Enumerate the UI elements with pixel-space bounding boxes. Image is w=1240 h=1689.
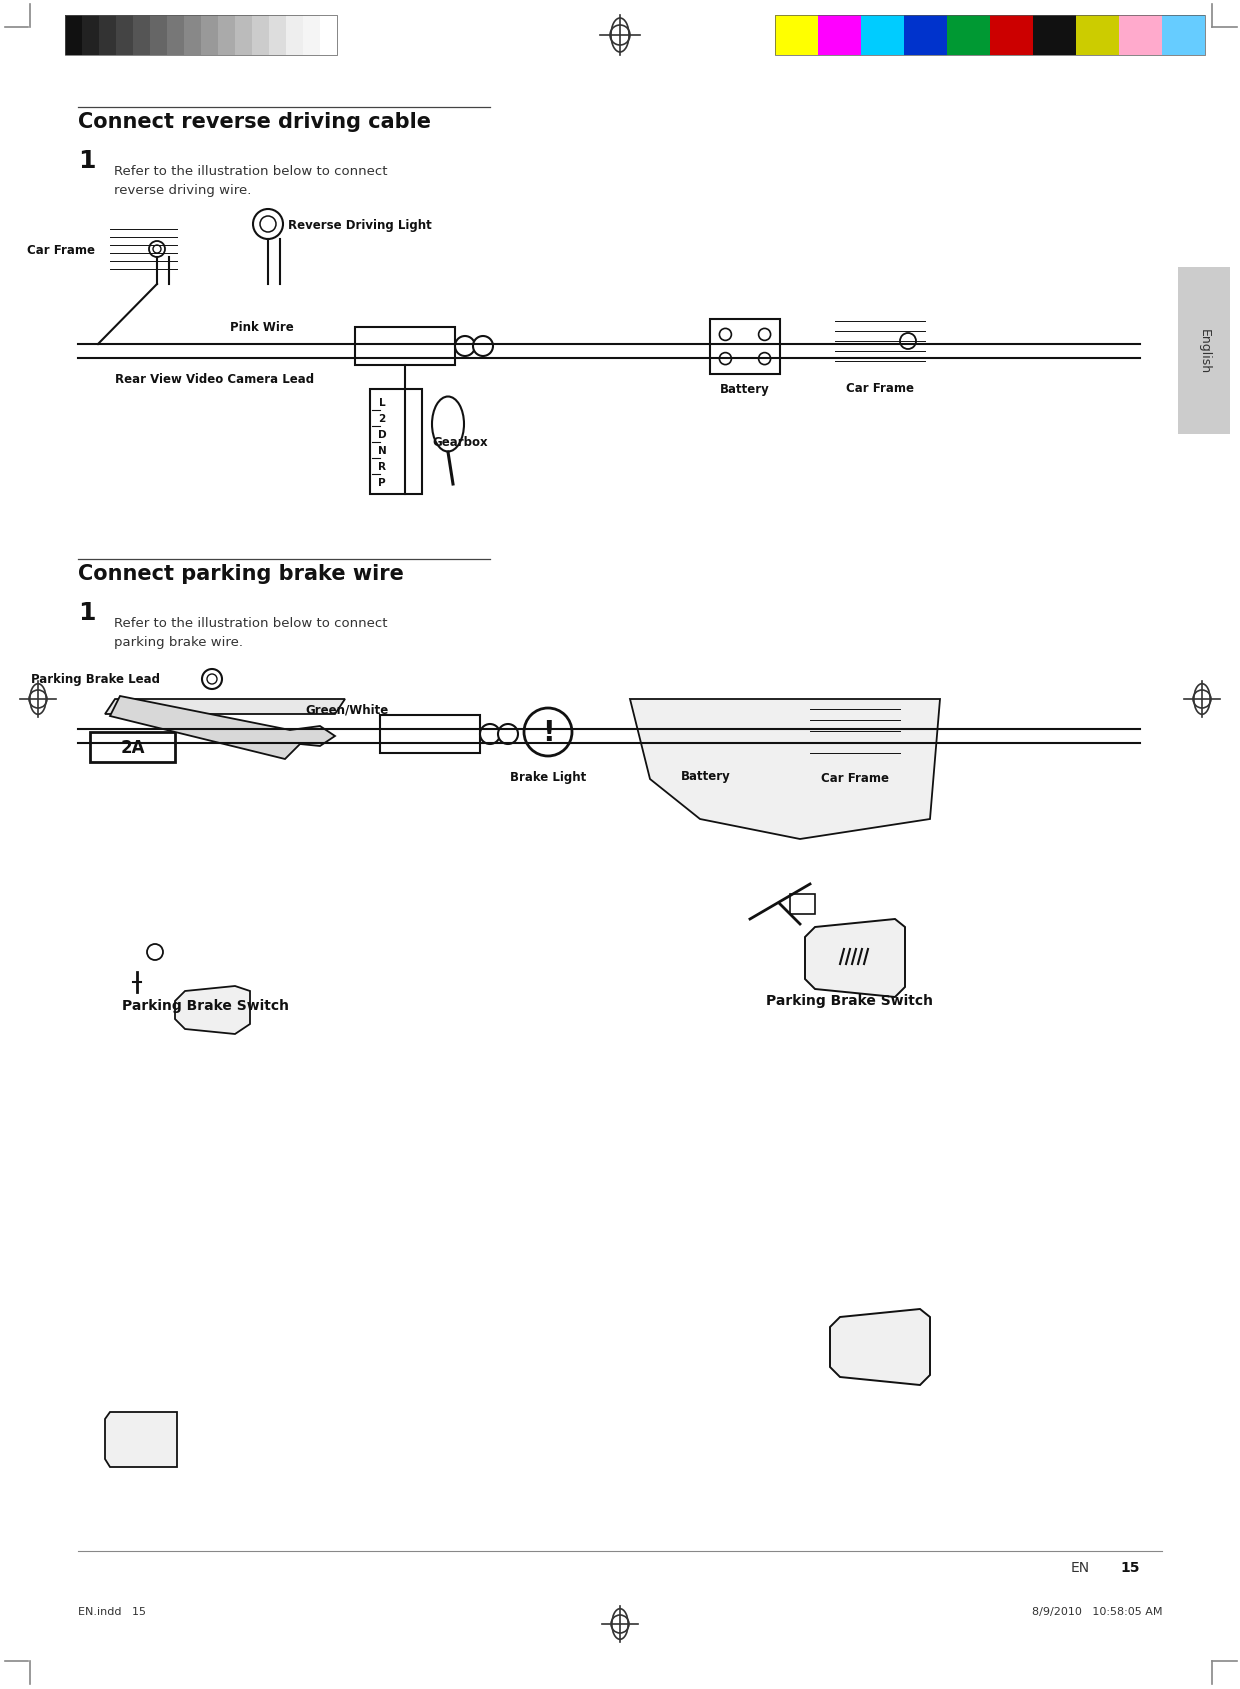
Bar (1118, 15, 1162, 56)
Bar (218, 15, 236, 56)
Bar (904, 15, 947, 56)
Bar (775, 15, 1205, 56)
Text: 1: 1 (78, 601, 95, 625)
Bar (201, 15, 218, 56)
Circle shape (149, 242, 165, 258)
Text: Pink Wire: Pink Wire (229, 321, 294, 334)
Bar (286, 15, 303, 56)
Text: Parking Brake Switch: Parking Brake Switch (766, 993, 934, 1007)
Text: Battery: Battery (720, 383, 770, 395)
Polygon shape (105, 1412, 177, 1468)
Text: !: ! (542, 718, 554, 747)
Bar (1076, 15, 1118, 56)
Text: Refer to the illustration below to connect
parking brake wire.: Refer to the illustration below to conne… (114, 616, 387, 649)
Text: Car Frame: Car Frame (27, 243, 95, 257)
Text: Battery: Battery (681, 770, 730, 782)
Bar (947, 15, 990, 56)
Text: Green/White: Green/White (305, 704, 388, 716)
Polygon shape (805, 919, 905, 998)
Circle shape (498, 725, 518, 745)
Circle shape (253, 209, 283, 240)
Polygon shape (110, 696, 335, 760)
Circle shape (148, 944, 162, 961)
Bar (117, 15, 133, 56)
Text: Reverse Driving Light: Reverse Driving Light (288, 218, 432, 231)
Polygon shape (830, 1309, 930, 1385)
Text: Refer to the illustration below to connect
reverse driving wire.: Refer to the illustration below to conne… (114, 166, 387, 198)
Text: EN.indd   15: EN.indd 15 (78, 1606, 146, 1616)
Circle shape (480, 725, 500, 745)
Text: 15: 15 (1120, 1561, 1140, 1574)
Bar (133, 15, 150, 56)
Bar (711, 319, 780, 375)
Text: 8/9/2010   10:58:05 AM: 8/9/2010 10:58:05 AM (1032, 1606, 1162, 1616)
Text: Connect parking brake wire: Connect parking brake wire (78, 564, 404, 584)
Text: Parking Brake Lead: Parking Brake Lead (31, 674, 160, 686)
Bar (99, 15, 117, 56)
Bar (184, 15, 201, 56)
Polygon shape (105, 699, 345, 714)
Circle shape (525, 709, 572, 757)
Text: N: N (378, 446, 387, 456)
Text: 1: 1 (78, 149, 95, 172)
Text: L: L (378, 399, 386, 407)
Circle shape (455, 336, 475, 356)
Bar (990, 15, 1033, 56)
Polygon shape (175, 986, 250, 1034)
Bar (64, 15, 337, 56)
Bar (167, 15, 184, 56)
Circle shape (202, 669, 222, 689)
Bar (355, 328, 455, 367)
Bar (82, 15, 99, 56)
Circle shape (875, 723, 892, 740)
Text: 2A: 2A (120, 738, 145, 757)
Bar (320, 15, 337, 56)
Bar (150, 15, 167, 56)
Text: R: R (378, 461, 386, 471)
Bar (64, 15, 82, 56)
Bar (861, 15, 904, 56)
Polygon shape (630, 699, 940, 839)
Bar (252, 15, 269, 56)
Text: Car Frame: Car Frame (846, 382, 914, 395)
Bar (269, 15, 286, 56)
Bar (303, 15, 320, 56)
Bar (818, 15, 861, 56)
Bar (1178, 269, 1230, 434)
Text: D: D (378, 429, 387, 439)
Text: P: P (378, 478, 386, 488)
Bar (1162, 15, 1205, 56)
Bar (379, 716, 480, 753)
Bar (370, 390, 422, 495)
Circle shape (472, 336, 494, 356)
Text: Connect reverse driving cable: Connect reverse driving cable (78, 111, 432, 132)
Text: EN: EN (1071, 1561, 1090, 1574)
Text: Car Frame: Car Frame (821, 772, 889, 784)
Bar (790, 895, 815, 914)
Text: Gearbox: Gearbox (432, 436, 487, 449)
Text: Brake Light: Brake Light (510, 770, 587, 784)
Text: English: English (1198, 329, 1210, 373)
Text: Rear View Video Camera Lead: Rear View Video Camera Lead (115, 373, 314, 385)
Text: Parking Brake Switch: Parking Brake Switch (122, 998, 289, 1012)
Bar (1033, 15, 1076, 56)
Bar (236, 15, 252, 56)
Bar (775, 15, 818, 56)
Circle shape (900, 334, 916, 350)
Bar (91, 733, 175, 762)
Text: 2: 2 (378, 414, 386, 424)
Bar (670, 708, 742, 762)
